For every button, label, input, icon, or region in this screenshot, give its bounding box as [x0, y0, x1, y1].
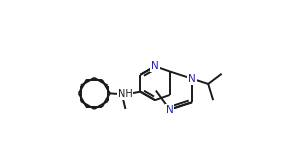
Text: N: N	[188, 74, 196, 84]
Text: N: N	[151, 61, 159, 71]
Text: N: N	[166, 104, 174, 115]
Text: NH: NH	[118, 89, 133, 99]
